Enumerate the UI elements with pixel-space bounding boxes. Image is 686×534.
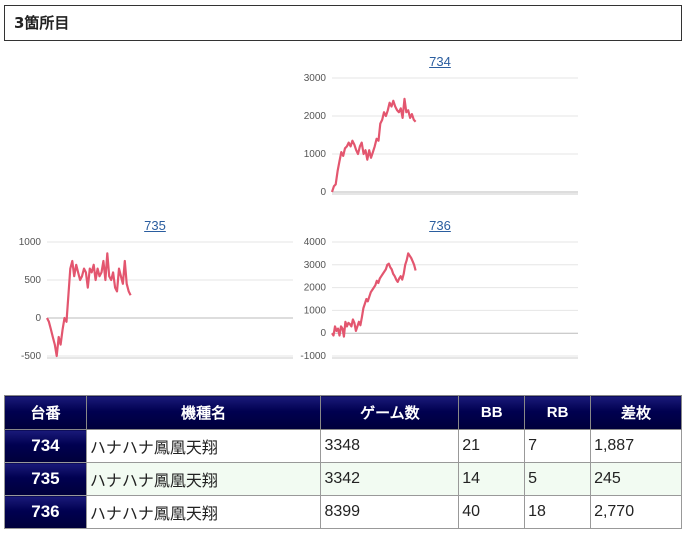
machine-number: 736 [4,495,87,529]
machine-model: ハナハナ鳳凰天翔 [85,462,322,496]
y-tick-label: 4000 [304,237,327,248]
column-header: 差枚 [590,395,682,430]
section-title: 3箇所目 [4,5,682,41]
y-tick-label: 3000 [304,260,327,271]
series-line [330,97,417,193]
chart-title-link[interactable]: 734 [429,54,451,69]
coin-difference: 1,887 [590,429,682,463]
chart-736: 736 4000 3000 2000 1000 0 -1000 [290,218,590,368]
chart-734-svg: 3000 2000 1000 0 [304,73,578,198]
y-tick-label: 1000 [304,149,327,160]
chart-734: 734 3000 2000 1000 0 [290,54,590,204]
game-count: 3348 [320,429,460,463]
chart-title-link[interactable]: 735 [144,218,166,233]
bb-count: 21 [458,429,526,463]
series-line [331,252,417,338]
y-tick-label: 1000 [304,305,327,316]
column-header: RB [524,395,592,430]
rb-count: 5 [524,462,592,496]
machine-number: 735 [4,462,87,496]
y-tick-label: 0 [320,328,326,339]
chart-736-svg: 4000 3000 2000 1000 0 -1000 [300,237,578,362]
game-count: 3342 [320,462,460,496]
bb-count: 40 [458,495,526,529]
bb-count: 14 [458,462,526,496]
y-tick-label: 2000 [304,283,327,294]
machine-table: 台番 機種名 ゲーム数 BB RB 差枚 734 ハナハナ鳳凰天翔 3348 2… [4,395,682,529]
machine-number: 734 [4,429,87,463]
machine-model: ハナハナ鳳凰天翔 [85,495,322,529]
y-tick-label: 2000 [304,111,327,122]
chart-735-svg: 1000 500 0 -500 [19,237,293,362]
machine-model: ハナハナ鳳凰天翔 [85,429,322,463]
column-header: 機種名 [85,395,322,430]
y-tick-label: 0 [35,313,41,324]
table-row: 736 ハナハナ鳳凰天翔 8399 40 18 2,770 [4,495,682,529]
y-tick-label: -1000 [300,351,326,362]
rb-count: 18 [524,495,592,529]
column-header: ゲーム数 [320,395,460,430]
y-tick-label: 3000 [304,73,327,84]
table-row: 735 ハナハナ鳳凰天翔 3342 14 5 245 [4,462,682,496]
game-count: 8399 [320,495,460,529]
chart-735: 735 1000 500 0 -500 [5,218,305,368]
coin-difference: 2,770 [590,495,682,529]
y-tick-label: 0 [320,187,326,198]
column-header: BB [458,395,526,430]
chart-title-link[interactable]: 736 [429,218,451,233]
y-tick-label: -500 [21,351,41,362]
y-tick-label: 500 [24,275,41,286]
series-line [46,252,132,358]
rb-count: 7 [524,429,592,463]
column-header: 台番 [4,395,87,430]
table-row: 734 ハナハナ鳳凰天翔 3348 21 7 1,887 [4,429,682,463]
table-header-row: 台番 機種名 ゲーム数 BB RB 差枚 [4,395,682,430]
y-tick-label: 1000 [19,237,42,248]
coin-difference: 245 [590,462,682,496]
